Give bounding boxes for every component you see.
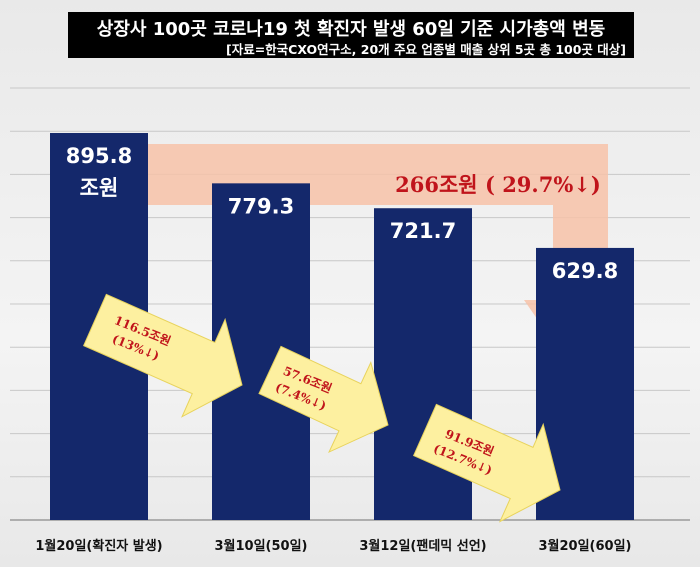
bar-value-label: 779.3 bbox=[228, 194, 294, 218]
bar-value-label: 조원 bbox=[80, 176, 119, 200]
bar-value-label: 895.8 bbox=[66, 144, 132, 168]
title-box: 상장사 100곳 코로나19 첫 확진자 발생 60일 기준 시가총액 변동 [… bbox=[68, 12, 634, 58]
x-tick-label: 3월10일(50일) bbox=[215, 538, 308, 554]
x-tick-label: 1월20일(확진자 발생) bbox=[35, 538, 162, 554]
bar-value-label: 629.8 bbox=[552, 259, 618, 283]
bar-value-label: 721.7 bbox=[390, 219, 456, 243]
change-arrow-2 bbox=[258, 345, 389, 454]
change-arrow-3 bbox=[412, 403, 561, 523]
chart-title: 상장사 100곳 코로나19 첫 확진자 발생 60일 기준 시가총액 변동 bbox=[96, 19, 606, 40]
change-arrow-1 bbox=[83, 293, 243, 418]
x-tick-label: 3월20일(60일) bbox=[539, 538, 632, 554]
x-tick-label: 3월12일(팬데믹 선언) bbox=[359, 538, 486, 554]
chart-subtitle: [자료=한국CXO연구소, 20개 주요 업종별 매출 상위 5곳 총 100곳… bbox=[226, 42, 626, 57]
total-change-label: 266조원 ( 29.7%↓) bbox=[395, 172, 601, 197]
